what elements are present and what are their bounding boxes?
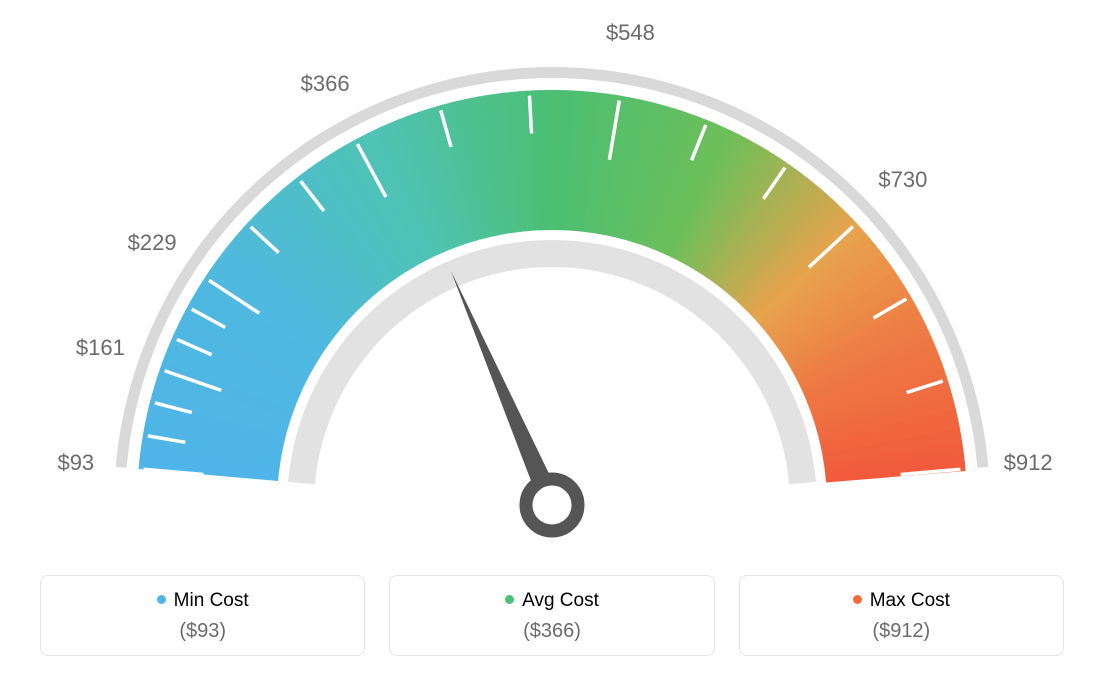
gauge-tick-label: $730 xyxy=(878,167,927,193)
gauge-tick-label: $93 xyxy=(57,450,94,476)
legend-title-min: Min Cost xyxy=(41,590,364,612)
gauge-container: $93 $161 $229 $366 $548 $730 $912 xyxy=(0,0,1104,560)
legend-title-avg: Avg Cost xyxy=(390,590,713,612)
gauge-tick-label: $548 xyxy=(606,20,655,46)
legend-title-text: Min Cost xyxy=(174,590,249,611)
legend-title-text: Avg Cost xyxy=(522,590,599,611)
dot-icon xyxy=(505,595,514,604)
legend-card-avg: Avg Cost ($366) xyxy=(389,575,714,656)
gauge-tick-label: $161 xyxy=(76,335,125,361)
legend-value-min: ($93) xyxy=(41,620,364,643)
legend-title-max: Max Cost xyxy=(740,590,1063,612)
legend-value-avg: ($366) xyxy=(390,620,713,643)
gauge-tick-label: $229 xyxy=(128,230,177,256)
gauge-tick-label: $366 xyxy=(301,71,350,97)
gauge-tick-label: $912 xyxy=(1004,450,1053,476)
legend-row: Min Cost ($93) Avg Cost ($366) Max Cost … xyxy=(0,575,1104,656)
legend-card-min: Min Cost ($93) xyxy=(40,575,365,656)
legend-value-max: ($912) xyxy=(740,620,1063,643)
gauge-svg xyxy=(0,0,1104,560)
dot-icon xyxy=(853,595,862,604)
legend-card-max: Max Cost ($912) xyxy=(739,575,1064,656)
legend-title-text: Max Cost xyxy=(870,590,950,611)
dot-icon xyxy=(157,595,166,604)
